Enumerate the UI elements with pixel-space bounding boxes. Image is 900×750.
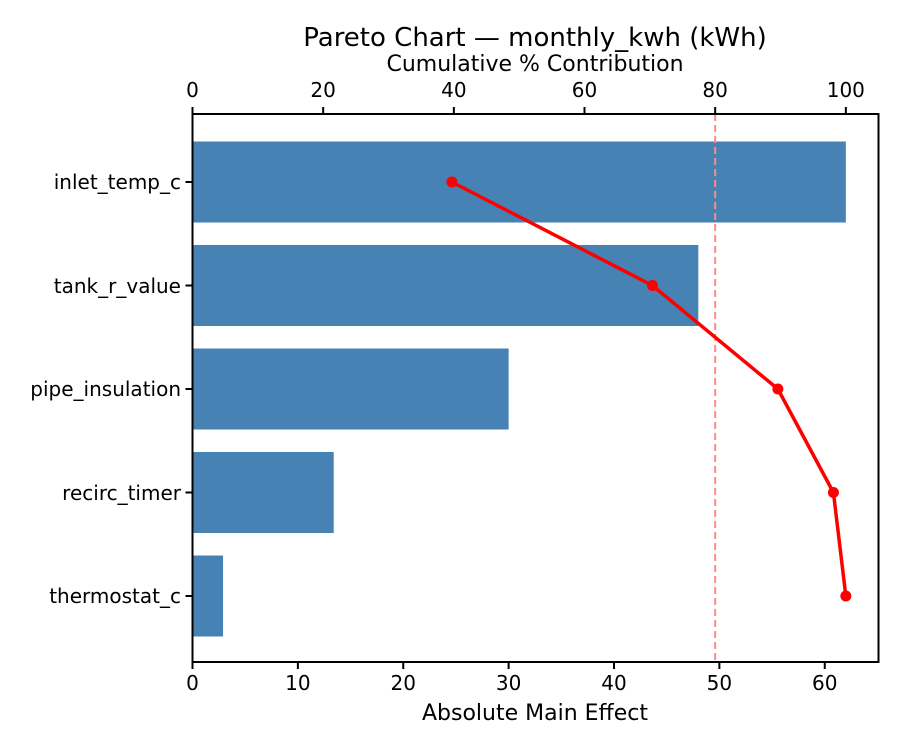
x-tick-label-top-60: 60 — [571, 78, 598, 102]
bar-inlet_temp_c — [192, 141, 846, 223]
cumulative-point-inlet_temp_c — [446, 176, 458, 188]
x-tick-label-top-0: 0 — [186, 78, 199, 102]
cumulative-point-pipe_insulation — [772, 383, 784, 395]
top-axis-label: Cumulative % Contribution — [386, 52, 684, 77]
category-label-thermostat_c: thermostat_c — [49, 584, 181, 608]
bar-thermostat_c — [192, 555, 224, 637]
x-tick-label-top-100: 100 — [826, 78, 865, 102]
x-tick-label-bottom-20: 20 — [390, 671, 416, 695]
bar-tank_r_value — [192, 245, 699, 326]
x-tick-label-bottom-60: 60 — [812, 671, 838, 695]
bottom-axis-label: Absolute Main Effect — [422, 701, 648, 726]
x-tick-label-top-20: 20 — [310, 78, 336, 102]
x-tick-label-bottom-30: 30 — [495, 671, 522, 695]
x-tick-label-top-40: 40 — [441, 78, 467, 102]
category-label-recirc_timer: recirc_timer — [62, 480, 181, 505]
category-label-pipe_insulation: pipe_insulation — [30, 377, 181, 401]
cumulative-point-tank_r_value — [646, 280, 658, 291]
bar-recirc_timer — [192, 452, 334, 533]
x-tick-label-bottom-50: 50 — [706, 671, 733, 695]
category-label-tank_r_value: tank_r_value — [53, 273, 181, 298]
cumulative-point-recirc_timer — [827, 487, 839, 498]
cumulative-line — [451, 180, 848, 597]
x-tick-label-bottom-0: 0 — [186, 671, 199, 695]
x-tick-label-bottom-40: 40 — [601, 671, 627, 695]
bar-pipe_insulation — [192, 348, 509, 430]
chart-title: Pareto Chart — monthly_kwh (kWh) — [303, 23, 767, 53]
cumulative-point-thermostat_c — [840, 590, 852, 602]
x-tick-label-top-80: 80 — [702, 78, 728, 102]
x-tick-label-bottom-10: 10 — [285, 671, 311, 695]
category-label-inlet_temp_c: inlet_temp_c — [53, 170, 181, 194]
